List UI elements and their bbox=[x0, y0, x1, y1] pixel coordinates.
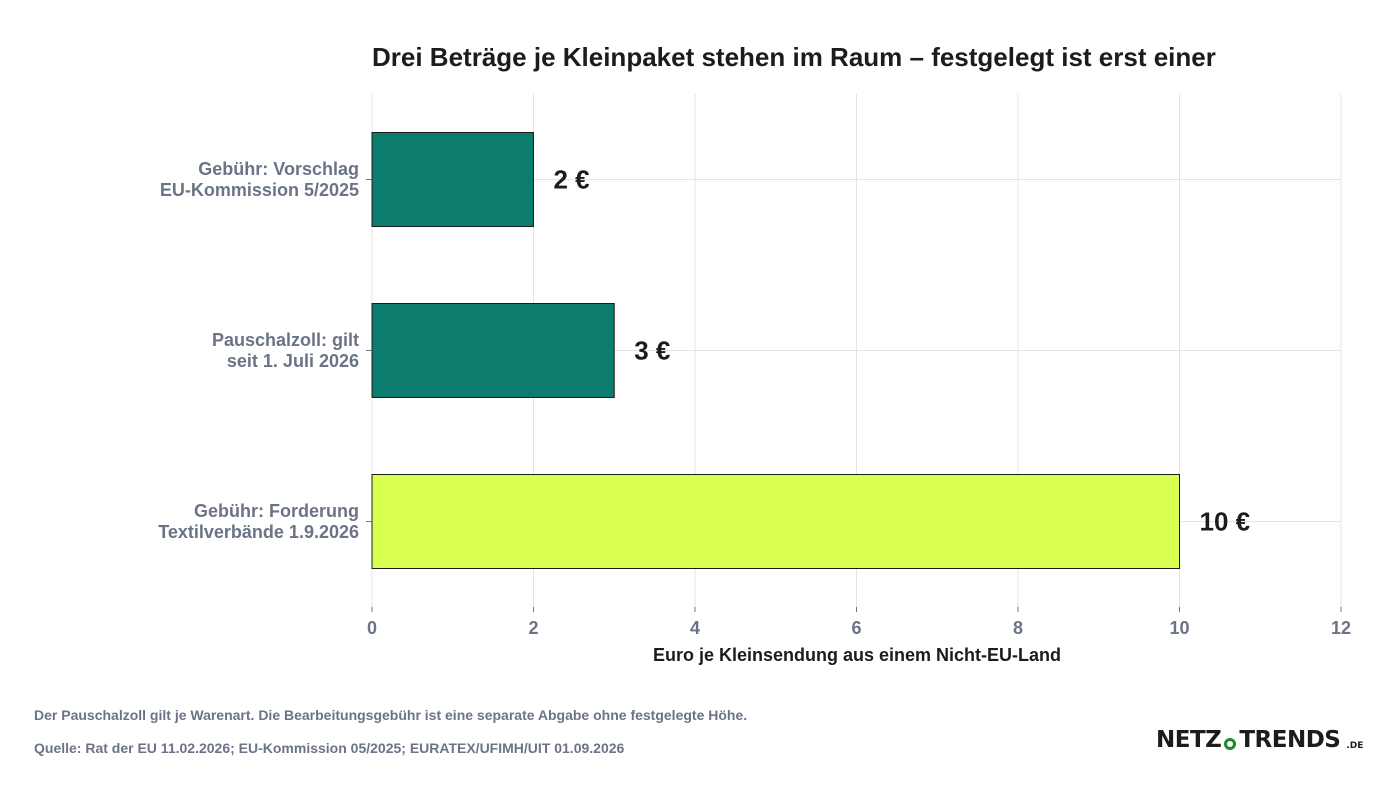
x-tick-label: 4 bbox=[690, 618, 700, 638]
x-tick-label: 8 bbox=[1013, 618, 1023, 638]
data-label: 10 € bbox=[1200, 507, 1251, 537]
brand-dot-icon bbox=[1224, 738, 1237, 750]
footnote: Der Pauschalzoll gilt je Warenart. Die B… bbox=[34, 707, 748, 723]
bar bbox=[371, 474, 1180, 569]
brand-name-right: TRENDS bbox=[1239, 727, 1341, 753]
data-label: 2 € bbox=[554, 165, 590, 195]
x-tick-label: 12 bbox=[1331, 618, 1351, 638]
chart-title: Drei Beträge je Kleinpaket stehen im Rau… bbox=[372, 42, 1216, 72]
category-label: Pauschalzoll: gilt seit 1. Juli 2026 bbox=[211, 329, 359, 371]
bar bbox=[371, 303, 615, 398]
category-label: Gebühr: Forderung Textilverbände 1.9.202… bbox=[158, 500, 359, 542]
bar bbox=[371, 132, 534, 227]
data-label: 3 € bbox=[634, 336, 670, 366]
x-tick-label: 0 bbox=[367, 618, 377, 638]
x-axis-title: Euro je Kleinsendung aus einem Nicht-EU-… bbox=[653, 645, 1061, 665]
brand-name-left: NETZ bbox=[1156, 727, 1222, 753]
source-note: Quelle: Rat der EU 11.02.2026; EU-Kommis… bbox=[34, 740, 625, 756]
x-tick-label: 2 bbox=[528, 618, 538, 638]
bar-chart: 2 € 3 € 10 € 0 2 4 6 8 10 12 Euro je Kleinsendun… bbox=[366, 94, 1351, 665]
category-label: Gebühr: Vorschlag EU-Kommission 5/2025 bbox=[159, 158, 359, 200]
brand-tld: .DE bbox=[1346, 741, 1364, 751]
x-tick-label: 10 bbox=[1169, 618, 1189, 638]
brand-logo: NETZ TRENDS .DE bbox=[1156, 724, 1363, 754]
x-tick-label: 6 bbox=[851, 618, 861, 638]
